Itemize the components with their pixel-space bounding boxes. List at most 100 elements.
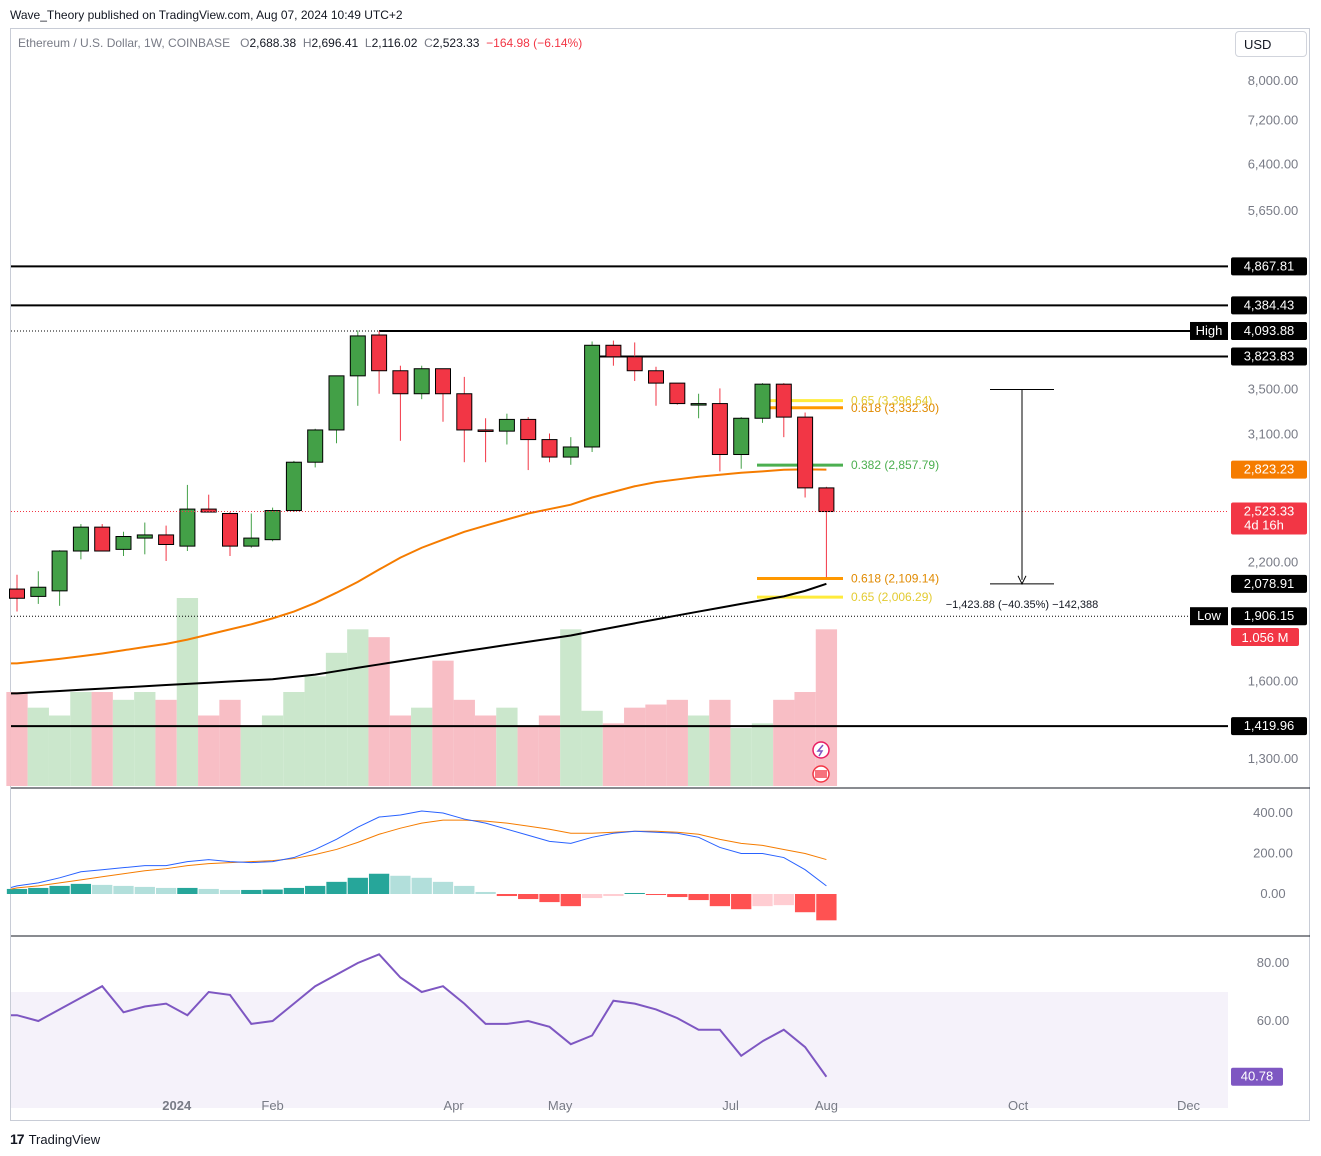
- level-price-tag-bg: [1231, 607, 1307, 626]
- volume-bar: [304, 676, 326, 786]
- candle-body: [9, 588, 25, 599]
- price-tick-label: 3,100.00: [1248, 427, 1299, 442]
- candle-body: [562, 446, 579, 458]
- time-axis-label: May: [548, 1098, 573, 1113]
- extreme-tag: Low: [1197, 608, 1221, 623]
- low-label: L: [364, 36, 372, 50]
- last-price-tag-bg: [1231, 502, 1307, 535]
- flag-stripes-icon: [815, 770, 827, 778]
- price-tick-label: 6,400.00: [1248, 156, 1299, 171]
- macd-histogram-bar: [709, 894, 731, 907]
- macd-histogram-bar: [731, 894, 752, 910]
- candle-body: [136, 534, 153, 539]
- macd-histogram-bar: [411, 877, 432, 894]
- candle-body: [264, 510, 281, 541]
- candle-body: [349, 335, 366, 377]
- volume-bar: [6, 692, 28, 786]
- macd-histogram-bar: [475, 891, 496, 894]
- macd-histogram-bar: [262, 889, 283, 894]
- level-price-tag: 4,093.88: [1244, 323, 1295, 338]
- macd-histogram-bar: [773, 894, 794, 906]
- close-value: 2,523.33: [432, 36, 480, 50]
- macd-histogram-bar: [49, 885, 70, 894]
- ma50-price-tag-bg: [1231, 460, 1307, 479]
- macd-histogram-bar: [305, 885, 326, 894]
- level-price-tag-bg: [1231, 321, 1307, 340]
- tradingview-logo-icon: 17: [10, 1131, 25, 1147]
- candle-body: [72, 526, 89, 552]
- volume-tag-bg: [1231, 628, 1299, 646]
- volume-bar: [198, 715, 220, 786]
- macd-signal-line: [10, 819, 827, 890]
- candle-body: [477, 429, 494, 432]
- level-price-tag-bg: [1231, 257, 1307, 276]
- price-tick-label: 5,650.00: [1248, 203, 1299, 218]
- level-price-tag: 4,867.81: [1244, 258, 1295, 273]
- volume-bar: [687, 715, 710, 786]
- macd-histogram-bar: [113, 885, 134, 894]
- candle-body: [30, 586, 47, 597]
- fib-level-label: 0.65 (3,396.64): [851, 394, 932, 408]
- macd-histogram-bar: [198, 888, 219, 894]
- candle-body: [541, 439, 558, 458]
- candle-body: [754, 383, 771, 419]
- candle-body: [371, 334, 388, 372]
- candle-body: [797, 416, 814, 489]
- volume-bar: [560, 629, 582, 786]
- level-price-tag-bg: [1231, 347, 1307, 366]
- volume-bar: [27, 707, 49, 786]
- level-price-tag: 1,419.96: [1244, 718, 1295, 733]
- chart-frame: [10, 28, 1310, 1121]
- currency-button[interactable]: USD: [1235, 31, 1307, 57]
- time-axis-label: Aug: [815, 1098, 838, 1113]
- symbol-title: Ethereum / U.S. Dollar, 1W, COINBASE: [18, 36, 231, 50]
- footer-brand: 17 TradingView: [10, 1131, 100, 1147]
- volume-bar: [261, 715, 284, 786]
- volume-bar: [368, 637, 390, 786]
- volume-bar: [581, 710, 603, 786]
- macd-histogram-bar: [347, 877, 368, 894]
- ma200-price-tag-bg: [1231, 574, 1307, 593]
- price-tick-label: 1,600.00: [1248, 674, 1299, 689]
- volume-bar: [794, 692, 816, 786]
- volume-bar: [815, 629, 838, 786]
- high-label: H: [302, 36, 312, 50]
- volume-bar: [112, 699, 135, 786]
- volume-bar: [453, 699, 475, 786]
- macd-histogram-bar: [326, 881, 347, 894]
- candle-body: [307, 429, 324, 463]
- volume-bar: [496, 707, 518, 786]
- candle-body: [584, 344, 601, 448]
- candle-body: [775, 383, 792, 418]
- volume-bar: [538, 715, 561, 786]
- macd-histogram-bar: [816, 894, 837, 921]
- macd-histogram-bar: [603, 894, 624, 897]
- price-tick-label: 3,500.00: [1248, 381, 1299, 396]
- volume-bar: [432, 660, 454, 786]
- candle-body: [222, 513, 238, 547]
- close-label: C: [424, 36, 433, 50]
- macd-histogram-bar: [368, 873, 390, 894]
- macd-histogram-bar: [283, 887, 305, 894]
- event-lightning-icon: [812, 741, 830, 759]
- volume-bar: [176, 598, 199, 786]
- macd-histogram-bar: [241, 889, 262, 894]
- macd-tick-label: 0.00: [1260, 886, 1285, 901]
- rsi-tag-bg: [1231, 1067, 1283, 1086]
- level-price-tag-bg: [1231, 717, 1307, 736]
- volume-bar: [91, 692, 113, 786]
- macd-histogram-bar: [496, 894, 518, 897]
- time-axis-label: Apr: [444, 1098, 465, 1113]
- macd-histogram-bar: [432, 881, 454, 894]
- macd-histogram-bar: [645, 894, 667, 896]
- volume-bar: [219, 699, 241, 786]
- candle-body: [392, 370, 409, 395]
- time-axis-label: Feb: [261, 1098, 283, 1113]
- volume-bar: [48, 715, 71, 786]
- fib-level-label: 0.65 (2,006.29): [851, 590, 932, 604]
- rsi-band: [11, 992, 1228, 1108]
- ma200-line: [11, 582, 827, 695]
- extreme-tag: High: [1196, 323, 1223, 338]
- volume-bar: [730, 728, 752, 786]
